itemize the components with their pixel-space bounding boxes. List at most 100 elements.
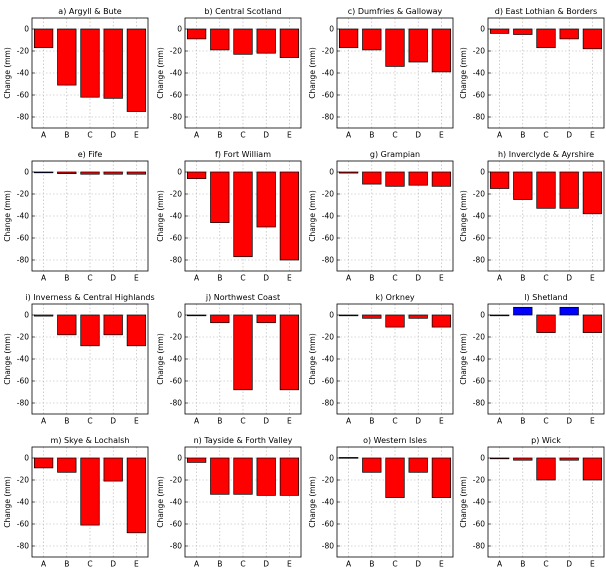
bar	[256, 457, 276, 496]
y-tick-label: -20	[170, 476, 182, 485]
y-axis-label: Change (mm)	[308, 190, 317, 242]
bar	[582, 457, 603, 481]
panel-title: b) Central Scotland	[204, 7, 281, 16]
y-tick-label: -80	[322, 399, 334, 408]
y-tick-label: 0	[329, 25, 334, 34]
bar	[279, 171, 300, 261]
bar	[186, 171, 207, 179]
bar	[408, 457, 428, 473]
panel-title: h) Inverclyde & Ayrshire	[498, 150, 594, 159]
bar	[362, 28, 382, 51]
panel-title: k) Orkney	[375, 293, 415, 302]
bar	[513, 457, 533, 461]
panel-title: g) Grampian	[370, 150, 420, 159]
x-tick-label: A	[497, 131, 503, 140]
bar	[385, 28, 405, 67]
x-tick-label: D	[110, 560, 116, 569]
x-tick-label: D	[415, 560, 421, 569]
x-tick-label: C	[543, 131, 548, 140]
x-tick-label: A	[346, 274, 352, 283]
y-tick-label: -40	[322, 498, 334, 507]
x-tick-label: A	[346, 417, 352, 426]
y-axis-label: Change (mm)	[308, 47, 317, 99]
y-tick-label: -20	[322, 333, 334, 342]
bar	[536, 314, 556, 333]
panel: 0 -20 -40 -60 -80 A B C D Ef) Fort William Change …	[156, 150, 302, 283]
x-tick-label: D	[415, 131, 421, 140]
bar	[385, 171, 405, 187]
x-tick-label: C	[543, 417, 548, 426]
x-tick-label: E	[590, 131, 595, 140]
x-tick-label: E	[287, 560, 292, 569]
x-tick-label: B	[64, 417, 69, 426]
x-tick-label: D	[263, 560, 269, 569]
y-tick-label: -60	[170, 91, 182, 100]
x-tick-label: B	[520, 417, 525, 426]
panel-title: p) Wick	[531, 436, 561, 445]
y-tick-label: 0	[24, 311, 29, 320]
x-tick-label: E	[590, 417, 595, 426]
y-tick-label: 0	[480, 311, 485, 320]
x-tick-label: B	[369, 417, 374, 426]
bar	[103, 314, 123, 336]
bar	[186, 28, 207, 40]
y-tick-label: -40	[473, 355, 485, 364]
y-tick-label: -60	[322, 91, 334, 100]
y-tick-label: -80	[473, 113, 485, 122]
bar	[210, 28, 230, 51]
x-tick-label: A	[194, 560, 200, 569]
y-tick-label: -60	[473, 520, 485, 529]
bar	[256, 171, 276, 228]
y-tick-label: -20	[170, 333, 182, 342]
bar	[408, 314, 428, 319]
bar	[80, 28, 100, 98]
bar	[559, 171, 579, 209]
x-tick-label: E	[287, 274, 292, 283]
y-tick-label: -40	[17, 498, 29, 507]
y-tick-label: -80	[17, 256, 29, 265]
y-tick-label: -20	[473, 190, 485, 199]
y-axis-label: Change (mm)	[3, 47, 12, 99]
x-tick-label: B	[520, 131, 525, 140]
bar	[362, 457, 382, 473]
panel-title: a) Argyll & Bute	[58, 7, 121, 16]
x-tick-label: A	[497, 274, 503, 283]
y-axis-label: Change (mm)	[156, 333, 165, 385]
y-axis-label: Change (mm)	[308, 476, 317, 528]
y-tick-label: -60	[170, 234, 182, 243]
x-tick-label: B	[64, 131, 69, 140]
bar	[103, 171, 123, 175]
bar	[57, 457, 77, 473]
bar	[233, 28, 253, 55]
y-tick-label: -80	[322, 113, 334, 122]
x-tick-label: D	[110, 131, 116, 140]
x-tick-label: B	[217, 417, 222, 426]
panel: 0 -20 -40 -60 -80 A B C D Ec) Dumfries & Galloway…	[308, 7, 454, 140]
x-tick-label: A	[497, 560, 503, 569]
panel: 0 -20 -40 -60 -80 A B C D Ee) Fife Change (mm)	[3, 150, 149, 283]
bar	[103, 457, 123, 482]
y-tick-label: -20	[322, 47, 334, 56]
y-tick-label: -20	[170, 190, 182, 199]
panel-title: l) Shetland	[524, 293, 567, 302]
bar	[256, 314, 276, 324]
y-tick-label: 0	[177, 168, 182, 177]
y-tick-label: -40	[170, 498, 182, 507]
x-tick-label: E	[590, 274, 595, 283]
bar	[385, 314, 405, 328]
bar	[103, 28, 123, 99]
x-tick-label: E	[134, 417, 139, 426]
y-tick-label: -20	[473, 476, 485, 485]
panel: 0 -20 -40 -60 -80 A B C D El) Shetland Change (mm)	[459, 293, 605, 426]
x-tick-label: A	[41, 417, 47, 426]
bar	[126, 171, 147, 175]
bar	[582, 314, 603, 333]
y-tick-label: 0	[329, 168, 334, 177]
y-tick-label: -80	[473, 256, 485, 265]
panel: 0 -20 -40 -60 -80 A B C D Eb) Central Scotland Cha…	[156, 7, 302, 140]
y-tick-label: -20	[17, 333, 29, 342]
x-tick-label: D	[263, 131, 269, 140]
y-tick-label: -60	[473, 91, 485, 100]
y-tick-label: -40	[17, 212, 29, 221]
